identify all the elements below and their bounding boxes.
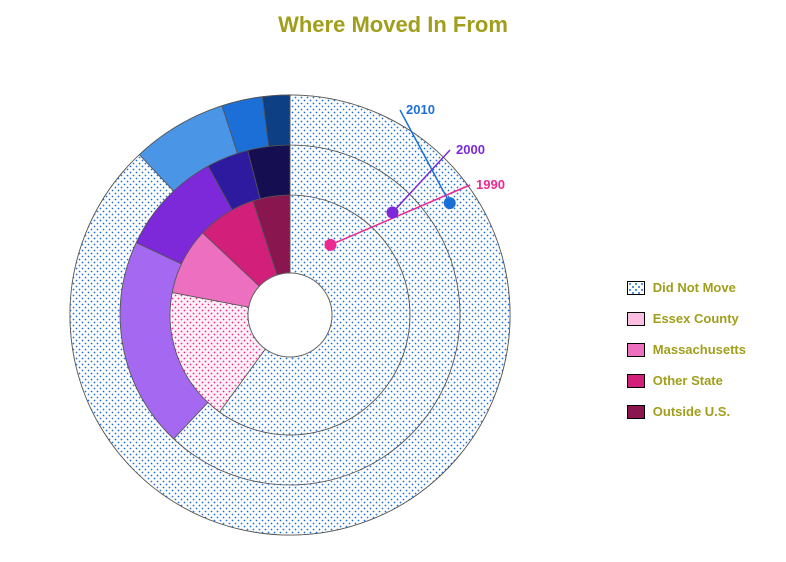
legend-label: Essex County <box>653 311 739 326</box>
legend: Did Not Move Essex County Massachusetts Oth… <box>627 280 746 419</box>
legend-item-essex-county: Essex County <box>627 311 746 326</box>
legend-swatch <box>627 281 645 295</box>
legend-label: Massachusetts <box>653 342 746 357</box>
legend-item-other-state: Other State <box>627 373 746 388</box>
legend-label: Other State <box>653 373 723 388</box>
chart-title: Where Moved In From <box>0 12 786 38</box>
legend-swatch <box>627 374 645 388</box>
legend-item-massachusetts: Massachusetts <box>627 342 746 357</box>
ring-label-2010: 2010 <box>406 102 435 117</box>
legend-swatch <box>627 343 645 357</box>
legend-item-outside-u-s-: Outside U.S. <box>627 404 746 419</box>
legend-label: Outside U.S. <box>653 404 730 419</box>
legend-label: Did Not Move <box>653 280 736 295</box>
ring-label-1990: 1990 <box>476 177 505 192</box>
legend-swatch <box>627 405 645 419</box>
legend-swatch <box>627 312 645 326</box>
legend-item-did-not-move: Did Not Move <box>627 280 746 295</box>
ring-label-2000: 2000 <box>456 142 485 157</box>
donut-chart <box>30 60 550 560</box>
